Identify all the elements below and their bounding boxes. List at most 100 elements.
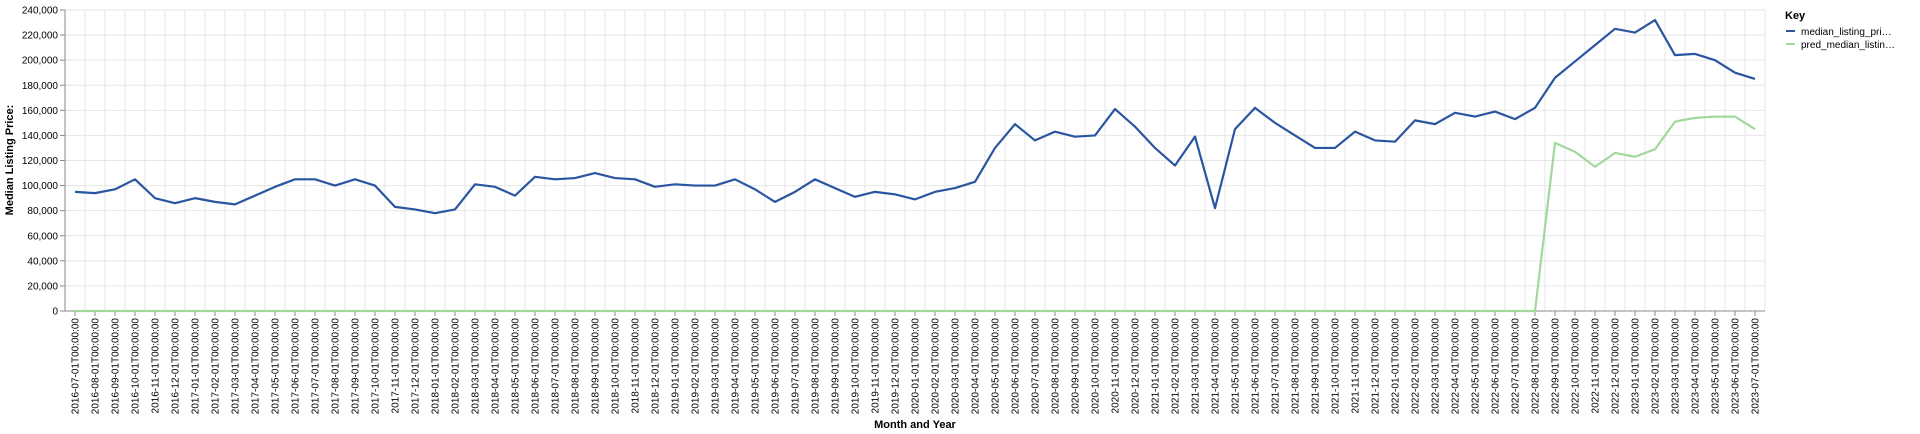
x-tick-label: 2016-12-01T00:00:00 [171, 318, 182, 415]
x-tick-label: 2020-04-01T00:00:00 [971, 318, 982, 415]
x-tick-label: 2020-10-01T00:00:00 [1091, 318, 1102, 415]
x-tick-label: 2020-05-01T00:00:00 [991, 318, 1002, 415]
x-tick-label: 2022-11-01T00:00:00 [1591, 318, 1602, 414]
x-tick-label: 2018-04-01T00:00:00 [491, 318, 502, 415]
x-tick-label: 2020-02-01T00:00:00 [931, 318, 942, 415]
x-tick-label: 2022-03-01T00:00:00 [1431, 318, 1442, 415]
y-tick-label: 20,000 [27, 281, 58, 292]
x-tick-label: 2021-12-01T00:00:00 [1371, 318, 1382, 415]
x-tick-label: 2019-11-01T00:00:00 [871, 318, 882, 414]
x-tick-label: 2016-11-01T00:00:00 [151, 318, 162, 414]
y-tick-label: 80,000 [27, 206, 58, 217]
x-tick-label: 2020-09-01T00:00:00 [1071, 318, 1082, 415]
x-tick-label: 2020-01-01T00:00:00 [911, 318, 922, 415]
x-tick-label: 2022-07-01T00:00:00 [1511, 318, 1522, 415]
x-tick-label: 2020-07-01T00:00:00 [1031, 318, 1042, 415]
x-tick-label: 2018-05-01T00:00:00 [511, 318, 522, 415]
x-tick-label: 2021-11-01T00:00:00 [1351, 318, 1362, 414]
x-tick-label: 2016-08-01T00:00:00 [91, 318, 102, 415]
x-tick-label: 2021-09-01T00:00:00 [1311, 318, 1322, 415]
legend-label-pred-median-listing: pred_median_listin… [1801, 40, 1895, 51]
x-tick-label: 2020-11-01T00:00:00 [1111, 318, 1122, 414]
x-tick-label: 2017-03-01T00:00:00 [231, 318, 242, 415]
x-tick-label: 2016-07-01T00:00:00 [71, 318, 82, 415]
x-tick-label: 2023-06-01T00:00:00 [1731, 318, 1742, 415]
x-tick-label: 2018-10-01T00:00:00 [611, 318, 622, 415]
x-tick-label: 2023-02-01T00:00:00 [1651, 318, 1662, 415]
gridlines [64, 9, 1766, 312]
x-tick-label: 2017-02-01T00:00:00 [211, 318, 222, 415]
x-tick-label: 2021-10-01T00:00:00 [1331, 318, 1342, 415]
x-tick-label: 2018-08-01T00:00:00 [571, 318, 582, 415]
x-tick-label: 2022-08-01T00:00:00 [1531, 318, 1542, 415]
x-tick-label: 2017-09-01T00:00:00 [351, 318, 362, 415]
x-tick-label: 2018-06-01T00:00:00 [531, 318, 542, 415]
x-tick-label: 2023-01-01T00:00:00 [1631, 318, 1642, 415]
y-axis: 0 20,000 40,000 60,000 80,000 100,000 120,000 1… [22, 6, 66, 318]
y-tick-label: 120,000 [22, 156, 59, 167]
y-tick-label: 240,000 [22, 6, 59, 17]
y-tick-label: 160,000 [22, 106, 59, 117]
x-tick-label: 2017-06-01T00:00:00 [291, 318, 302, 415]
x-tick-label: 2017-12-01T00:00:00 [411, 318, 422, 415]
y-tick-label: 200,000 [22, 56, 59, 67]
x-tick-label: 2017-07-01T00:00:00 [311, 318, 322, 415]
x-tick-label: 2019-12-01T00:00:00 [891, 318, 902, 415]
x-tick-label: 2022-12-01T00:00:00 [1611, 318, 1622, 415]
y-axis-title: Median Listing Price: [4, 105, 16, 216]
x-tick-label: 2018-01-01T00:00:00 [431, 318, 442, 415]
series-lines [74, 18, 1756, 313]
x-tick-label: 2021-05-01T00:00:00 [1231, 318, 1242, 415]
y-tick-label: 0 [52, 307, 58, 318]
x-tick-label: 2019-09-01T00:00:00 [831, 318, 842, 415]
x-tick-label: 2021-06-01T00:00:00 [1251, 318, 1262, 415]
y-tick-label: 60,000 [27, 231, 58, 242]
x-tick-label: 2022-10-01T00:00:00 [1571, 318, 1582, 415]
x-tick-label: 2021-02-01T00:00:00 [1171, 318, 1182, 415]
y-tick-label: 100,000 [22, 181, 59, 192]
x-tick-label: 2019-03-01T00:00:00 [711, 318, 722, 415]
x-tick-label: 2023-03-01T00:00:00 [1671, 318, 1682, 415]
x-tick-label: 2018-02-01T00:00:00 [451, 318, 462, 415]
x-tick-label: 2019-06-01T00:00:00 [771, 318, 782, 415]
x-axis: 2016-07-01T00:00:00 2016-08-01T00:00:00 20… [65, 310, 1765, 415]
x-tick-label: 2018-07-01T00:00:00 [551, 318, 562, 415]
legend-title: Key [1785, 10, 1806, 22]
y-tick-label: 140,000 [22, 131, 59, 142]
x-tick-label: 2017-04-01T00:00:00 [251, 318, 262, 415]
x-tick-label: 2020-03-01T00:00:00 [951, 318, 962, 415]
x-tick-label: 2022-09-01T00:00:00 [1551, 318, 1562, 415]
x-tick-label: 2019-01-01T00:00:00 [671, 318, 682, 415]
x-tick-label: 2018-12-01T00:00:00 [651, 318, 662, 415]
series-line-0 [74, 18, 1756, 215]
x-tick-label: 2021-04-01T00:00:00 [1211, 318, 1222, 415]
x-tick-label: 2021-08-01T00:00:00 [1291, 318, 1302, 415]
x-tick-label: 2016-09-01T00:00:00 [111, 318, 122, 415]
x-tick-label: 2021-01-01T00:00:00 [1151, 318, 1162, 415]
x-tick-label: 2022-01-01T00:00:00 [1391, 318, 1402, 415]
y-tick-label: 40,000 [27, 256, 58, 267]
legend: Key median_listing_pri… pred_median_list… [1785, 10, 1895, 51]
legend-label-median-listing-price: median_listing_pri… [1801, 27, 1892, 38]
x-tick-label: 2023-04-01T00:00:00 [1691, 318, 1702, 415]
x-tick-label: 2023-07-01T00:00:00 [1751, 318, 1762, 415]
x-tick-label: 2021-03-01T00:00:00 [1191, 318, 1202, 415]
x-tick-label: 2019-07-01T00:00:00 [791, 318, 802, 415]
x-tick-label: 2019-02-01T00:00:00 [691, 318, 702, 415]
x-tick-label: 2022-05-01T00:00:00 [1471, 318, 1482, 415]
x-tick-label: 2018-03-01T00:00:00 [471, 318, 482, 415]
x-tick-label: 2020-08-01T00:00:00 [1051, 318, 1062, 415]
x-tick-label: 2020-12-01T00:00:00 [1131, 318, 1142, 415]
series-line-1 [75, 115, 1756, 313]
x-tick-label: 2018-11-01T00:00:00 [631, 318, 642, 414]
x-tick-label: 2017-08-01T00:00:00 [331, 318, 342, 415]
x-tick-label: 2017-05-01T00:00:00 [271, 318, 282, 415]
x-tick-label: 2020-06-01T00:00:00 [1011, 318, 1022, 415]
x-tick-label: 2021-07-01T00:00:00 [1271, 318, 1282, 415]
x-tick-label: 2017-10-01T00:00:00 [371, 318, 382, 415]
x-tick-label: 2016-10-01T00:00:00 [131, 318, 142, 415]
x-tick-label: 2022-06-01T00:00:00 [1491, 318, 1502, 415]
x-tick-label: 2022-04-01T00:00:00 [1451, 318, 1462, 415]
x-tick-label: 2018-09-01T00:00:00 [591, 318, 602, 415]
